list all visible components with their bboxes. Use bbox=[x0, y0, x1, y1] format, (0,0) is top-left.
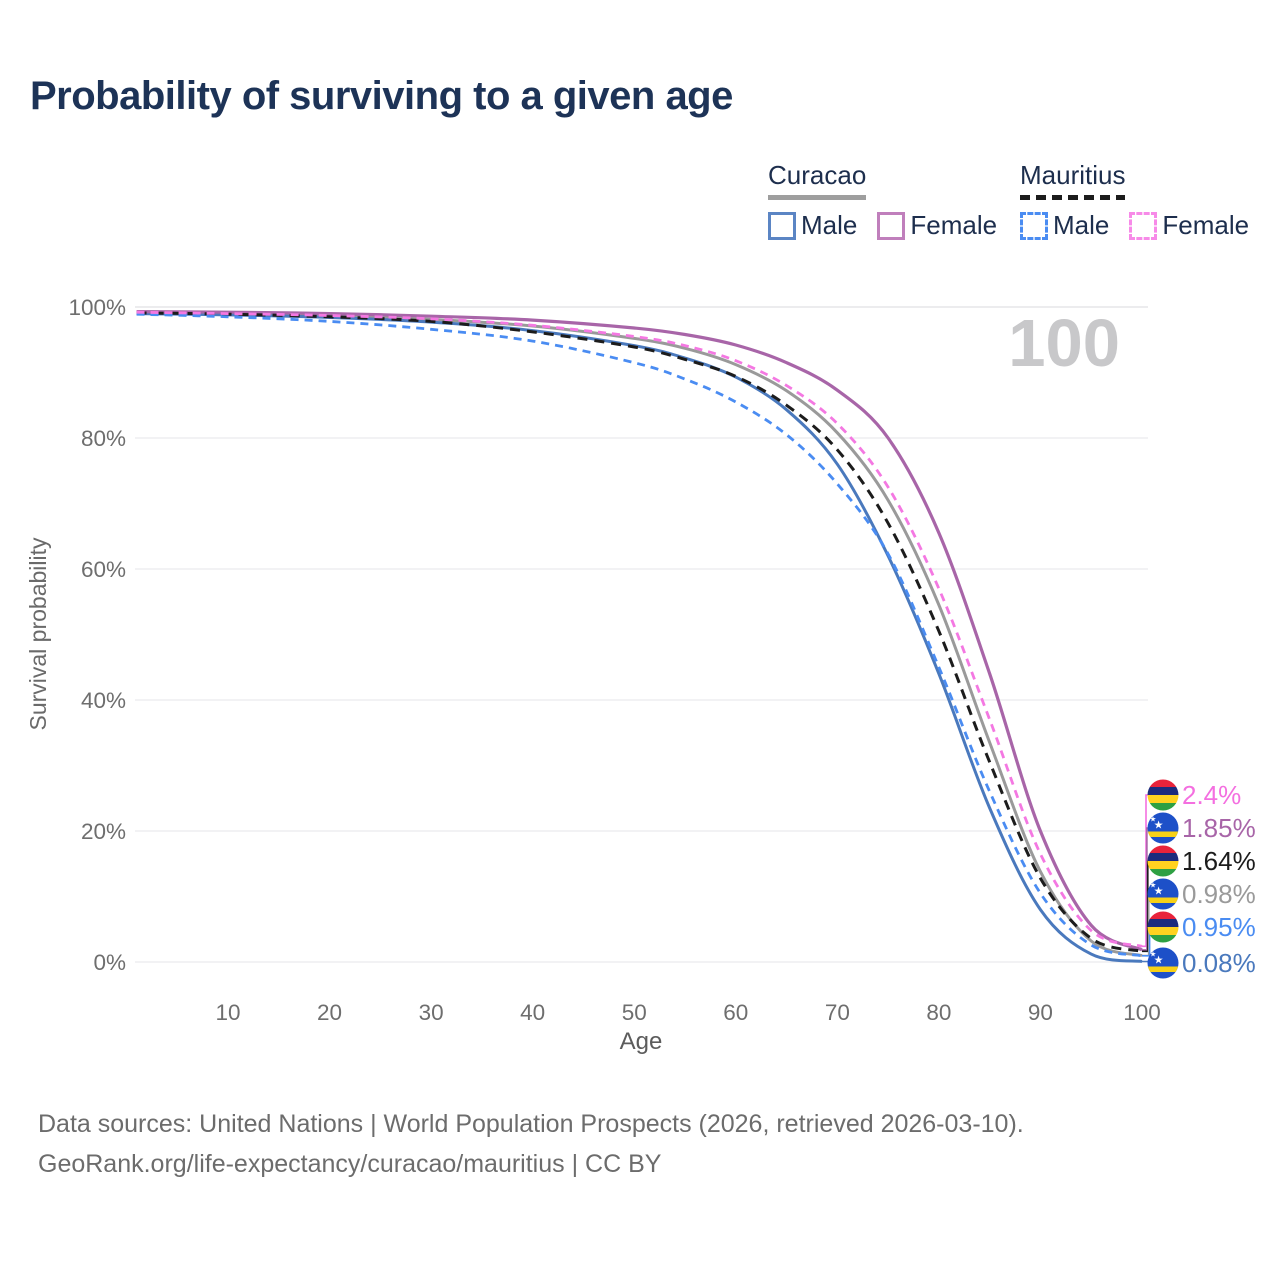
flag-field bbox=[1147, 812, 1179, 844]
flag-star: ★ bbox=[1154, 886, 1164, 898]
x-tick-label: 20 bbox=[317, 1000, 342, 1025]
curve-mauritius-female[interactable] bbox=[136, 310, 1143, 948]
legend-items-curacao: Male Female bbox=[768, 210, 997, 241]
mauritius-line-style-swatch bbox=[1020, 195, 1126, 200]
flag-band bbox=[1147, 779, 1179, 787]
x-tick-label: 100 bbox=[1123, 1000, 1161, 1025]
legend-group-curacao: Curacao Male Female bbox=[768, 160, 997, 241]
flag-band bbox=[1147, 845, 1179, 853]
end-label-mauritius-both[interactable]: 1.64% bbox=[1147, 845, 1256, 877]
y-tick-label: 0% bbox=[93, 950, 126, 975]
flag-band bbox=[1147, 927, 1179, 935]
end-label-curacao-both[interactable]: ★★ 0.98% bbox=[1147, 878, 1256, 910]
flag-star: ★ bbox=[1154, 955, 1164, 967]
x-tick-label: 50 bbox=[622, 1000, 647, 1025]
legend-header-curacao[interactable]: Curacao bbox=[768, 160, 867, 200]
end-label-flag-curacao-icon: ★★ bbox=[1147, 878, 1179, 910]
end-label-connector bbox=[1142, 794, 1148, 948]
curacao-line-style-swatch bbox=[768, 195, 867, 200]
legend-item-mauritius-male[interactable]: Male bbox=[1020, 210, 1109, 241]
x-tick-label: 60 bbox=[723, 1000, 748, 1025]
y-tick-label: 100% bbox=[68, 295, 126, 320]
legend-item-curacao-male[interactable]: Male bbox=[768, 210, 857, 241]
x-tick-label: 70 bbox=[825, 1000, 850, 1025]
curve-mauritius-both[interactable] bbox=[136, 311, 1143, 953]
end-label-flag-mauritius-icon bbox=[1147, 779, 1179, 811]
end-label-flag-curacao-icon: ★★ bbox=[1147, 947, 1179, 979]
end-label-connector bbox=[1142, 827, 1148, 951]
y-tick-label: 40% bbox=[81, 688, 126, 713]
end-label-value: 0.08% bbox=[1182, 948, 1256, 978]
mauritius-female-swatch-icon bbox=[1129, 211, 1158, 240]
flag-stripe bbox=[1147, 831, 1179, 837]
end-label-value: 1.64% bbox=[1182, 846, 1256, 876]
legend-label-mauritius-male: Male bbox=[1053, 210, 1110, 240]
flag-band bbox=[1147, 803, 1179, 811]
flag-band bbox=[1147, 861, 1179, 869]
flag-band bbox=[1147, 853, 1179, 861]
end-label-value: 1.85% bbox=[1182, 813, 1256, 843]
page-title: Probability of surviving to a given age bbox=[30, 74, 733, 118]
end-label-flag-mauritius-icon bbox=[1147, 911, 1179, 943]
footer: Data sources: United Nations | World Pop… bbox=[38, 1104, 1024, 1184]
flag-star: ★ bbox=[1154, 820, 1164, 832]
flag-field bbox=[1147, 947, 1179, 979]
end-label-mauritius-male[interactable]: 0.95% bbox=[1147, 911, 1256, 943]
curacao-female-swatch-icon bbox=[877, 211, 906, 240]
y-tick-label: 60% bbox=[81, 557, 126, 582]
flag-band bbox=[1147, 919, 1179, 927]
footer-data-sources: Data sources: United Nations | World Pop… bbox=[38, 1110, 1024, 1138]
legend-item-mauritius-female[interactable]: Female bbox=[1129, 210, 1249, 241]
flag-band bbox=[1147, 911, 1179, 919]
end-label-mauritius-female[interactable]: 2.4% bbox=[1147, 779, 1241, 811]
y-tick-label: 20% bbox=[81, 819, 126, 844]
flag-field bbox=[1147, 878, 1179, 910]
end-label-flag-curacao-icon: ★★ bbox=[1147, 812, 1179, 844]
footer-attribution: GeoRank.org/life-expectancy/curacao/maur… bbox=[38, 1150, 662, 1178]
curve-curacao-male[interactable] bbox=[136, 312, 1143, 963]
flag-star: ★ bbox=[1150, 950, 1157, 959]
flag-band bbox=[1147, 787, 1179, 795]
curve-curacao-both[interactable] bbox=[136, 310, 1143, 958]
x-tick-label: 80 bbox=[926, 1000, 951, 1025]
curve-curacao-female[interactable] bbox=[136, 310, 1143, 952]
flag-star: ★ bbox=[1150, 815, 1157, 824]
legend-items-mauritius: Male Female bbox=[1020, 210, 1249, 241]
legend-group-mauritius: Mauritius Male Female bbox=[1020, 160, 1249, 241]
flag-band bbox=[1147, 935, 1179, 943]
end-label-value: 2.4% bbox=[1182, 780, 1241, 810]
x-tick-label: 30 bbox=[419, 1000, 444, 1025]
legend-title-curacao: Curacao bbox=[768, 160, 867, 190]
legend-label-curacao-male: Male bbox=[801, 210, 858, 240]
y-axis-title: Survival probability bbox=[25, 537, 51, 731]
legend-title-mauritius: Mauritius bbox=[1020, 160, 1126, 190]
flag-band bbox=[1147, 795, 1179, 803]
legend-label-mauritius-female: Female bbox=[1162, 210, 1250, 240]
x-tick-label: 10 bbox=[215, 1000, 240, 1025]
y-tick-label: 80% bbox=[81, 426, 126, 451]
legend-item-curacao-female[interactable]: Female bbox=[877, 210, 997, 241]
flag-stripe bbox=[1147, 966, 1179, 972]
x-axis-title: Age bbox=[620, 1028, 663, 1055]
flag-band bbox=[1147, 869, 1179, 877]
age-watermark: 100 bbox=[1008, 306, 1120, 381]
x-tick-label: 90 bbox=[1028, 1000, 1053, 1025]
end-label-curacao-male[interactable]: ★★ 0.08% bbox=[1147, 947, 1256, 979]
legend-label-curacao-female: Female bbox=[910, 210, 998, 240]
x-tick-label: 40 bbox=[520, 1000, 545, 1025]
curve-mauritius-male[interactable] bbox=[136, 312, 1143, 958]
curacao-male-swatch-icon bbox=[768, 211, 796, 240]
mauritius-male-swatch-icon bbox=[1020, 211, 1048, 240]
end-label-value: 0.95% bbox=[1182, 912, 1256, 942]
flag-stripe bbox=[1147, 897, 1179, 903]
end-label-flag-mauritius-icon bbox=[1147, 845, 1179, 877]
end-label-value: 0.98% bbox=[1182, 879, 1256, 909]
flag-star: ★ bbox=[1150, 881, 1157, 890]
end-label-curacao-female[interactable]: ★★ 1.85% bbox=[1147, 812, 1256, 844]
legend-header-mauritius[interactable]: Mauritius bbox=[1020, 160, 1126, 200]
